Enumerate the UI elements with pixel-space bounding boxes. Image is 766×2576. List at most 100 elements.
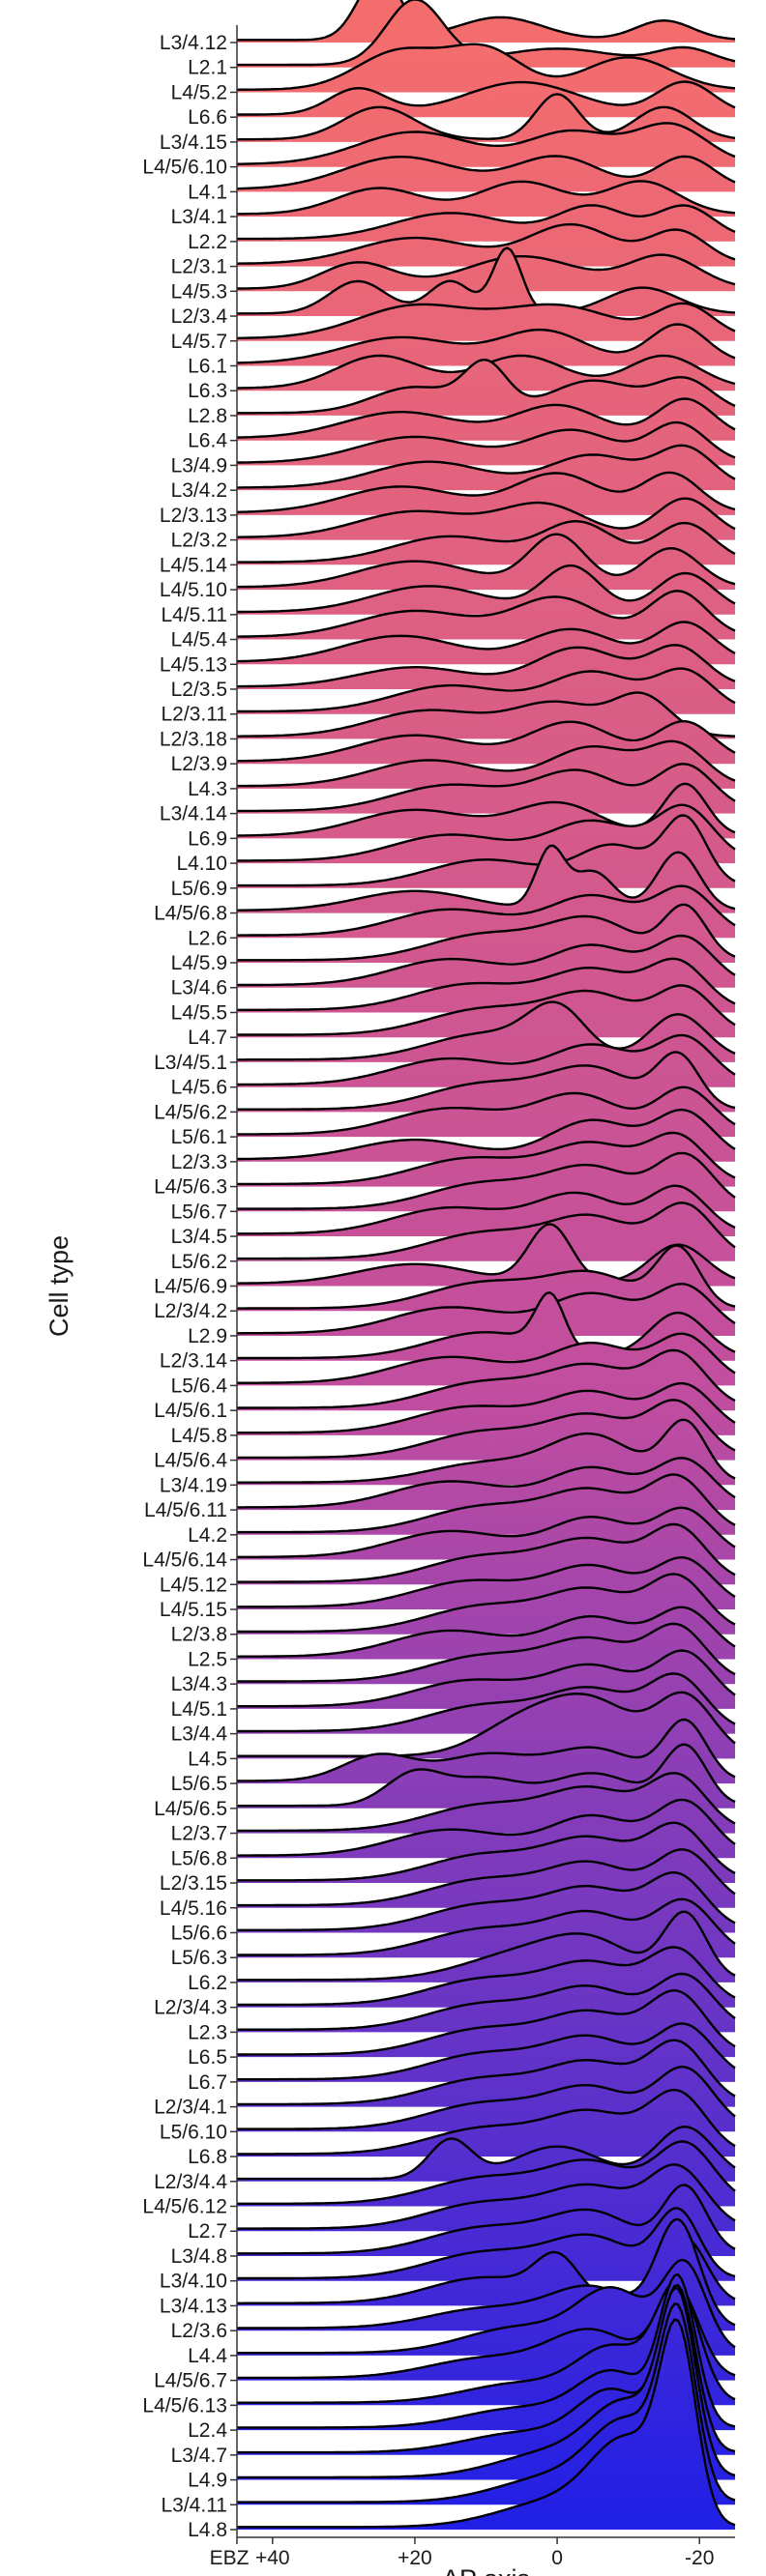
ridge-line — [237, 1244, 736, 1310]
y-tick-label: L2/3.6 — [171, 2320, 227, 2342]
ridge-line — [237, 253, 736, 290]
ridge-line — [237, 590, 736, 638]
ridge-line — [237, 359, 736, 415]
ridge-fill — [237, 303, 735, 341]
y-tick-label: L4.7 — [188, 1027, 227, 1049]
y-tick-label: L6.8 — [188, 2146, 227, 2168]
y-tick-label: L4/5.12 — [160, 1574, 227, 1596]
y-tick-label: L4/5/6.7 — [154, 2370, 227, 2392]
y-tick-label: L3/4.10 — [160, 2271, 227, 2293]
y-tick-label: L2.7 — [188, 2220, 227, 2243]
y-tick-label: L2/3.14 — [160, 1350, 227, 1373]
y-tick-label: L4/5.1 — [171, 1698, 227, 1721]
ridge-line — [237, 2163, 736, 2230]
ridge-fill — [237, 1692, 735, 1759]
ridge-fill — [237, 43, 735, 93]
ridge-fill — [237, 565, 735, 615]
ridge-line — [237, 1743, 736, 1808]
y-tick-label: L5/6.1 — [171, 1126, 227, 1148]
ridge-line — [237, 2286, 736, 2479]
y-tick-label: L4/5/6.8 — [154, 903, 227, 925]
y-tick-label: L4/5.3 — [171, 280, 227, 303]
y-tick-label: L5/6.8 — [171, 1847, 227, 1869]
y-tick-label: L3/4.19 — [160, 1474, 227, 1496]
y-tick-label: L4.10 — [176, 853, 227, 875]
ridge-line — [237, 1201, 736, 1260]
x-tick-label: 0 — [551, 2547, 563, 2569]
ridge-line — [236, 43, 736, 91]
ridge-line — [237, 420, 736, 464]
ridge-line — [237, 1151, 736, 1210]
y-tick-label: L4.1 — [188, 181, 227, 203]
ridge-line — [237, 691, 736, 738]
ridge-line — [237, 1291, 736, 1360]
ridge-fill — [237, 2260, 735, 2356]
y-tick-label: L4/5.15 — [160, 1599, 227, 1621]
y-tick-label: L3/4.15 — [160, 131, 227, 154]
y-tick-label: L4/5.14 — [160, 554, 227, 576]
y-tick-label: L2/3.3 — [171, 1151, 227, 1173]
ridge-fill — [237, 498, 735, 540]
ridge-line — [236, 471, 736, 513]
x-tick-label: -20 — [685, 2547, 714, 2569]
ridge-line — [237, 1418, 736, 1484]
ridge-line — [237, 1798, 736, 1857]
ridge-line — [237, 1033, 736, 1086]
ridge-line — [237, 1506, 736, 1558]
y-tick-label: L6.4 — [188, 430, 227, 452]
ridge-line — [237, 1473, 736, 1534]
ridge-fill — [237, 591, 735, 640]
y-tick-label: L6.7 — [188, 2071, 227, 2094]
y-tick-label: L5/6.2 — [171, 1251, 227, 1273]
ridge-fill — [237, 156, 735, 192]
ridge-line — [237, 2088, 736, 2156]
ridge-line — [237, 1848, 736, 1907]
ridge-fill — [237, 398, 735, 441]
ridge-line — [236, 323, 736, 364]
y-tick-label: L4.5 — [188, 1748, 227, 1770]
y-tick-label: L3/4/5.1 — [154, 1052, 227, 1074]
ridge-line — [237, 180, 736, 216]
y-tick-label: L4/5/6.11 — [144, 1499, 227, 1521]
ridge-line — [237, 1821, 736, 1882]
ridge-line — [236, 155, 736, 190]
y-tick-label: L2/3/4.2 — [154, 1300, 227, 1322]
ridge-line — [237, 1131, 736, 1186]
y-tick-label: L4/5/6.14 — [142, 1549, 227, 1572]
y-tick-label: L4/5.10 — [160, 579, 227, 601]
ridge-line — [236, 720, 736, 763]
y-tick-label: L2/3.8 — [171, 1624, 227, 1646]
ridge-line — [237, 1332, 736, 1384]
ridge-line — [237, 2258, 736, 2355]
ridge-line — [237, 1649, 736, 1708]
ridge-line — [237, 1897, 736, 1956]
ridge-line — [237, 1108, 736, 1161]
y-tick-label: L3/4.3 — [171, 1673, 227, 1695]
ridge-line — [237, 1622, 736, 1683]
y-tick-label: L2.9 — [188, 1325, 227, 1347]
ridge-line — [237, 564, 736, 614]
ridge-line — [237, 1772, 736, 1833]
ridge-line — [237, 1381, 736, 1434]
y-tick-label: L3/4.5 — [171, 1226, 227, 1248]
y-tick-label: L4/5.4 — [171, 629, 228, 651]
y-tick-label: L4/5/6.10 — [142, 157, 227, 179]
y-tick-label: L3/4.9 — [171, 454, 227, 477]
ridge-line — [237, 1972, 736, 2031]
ridge-line — [237, 1718, 736, 1782]
ridge-line — [237, 444, 736, 489]
y-tick-label: L4/5.5 — [171, 1001, 227, 1024]
y-tick-label: L4/5/6.13 — [142, 2394, 227, 2417]
ridge-line — [237, 1184, 736, 1235]
y-tick-label: L4/5/6.1 — [154, 1400, 227, 1422]
y-tick-label: L3/4.4 — [171, 1723, 228, 1746]
y-tick-label: L4/5/6.3 — [154, 1176, 227, 1199]
ridge-fill — [237, 422, 735, 466]
ridge-line — [237, 984, 736, 1036]
ridge-line — [237, 2217, 736, 2330]
ridge-fill — [237, 472, 735, 515]
y-tick-label: L4/5/6.4 — [154, 1450, 227, 1472]
ridge-line — [237, 2022, 736, 2081]
y-tick-label: L2.6 — [188, 927, 227, 949]
